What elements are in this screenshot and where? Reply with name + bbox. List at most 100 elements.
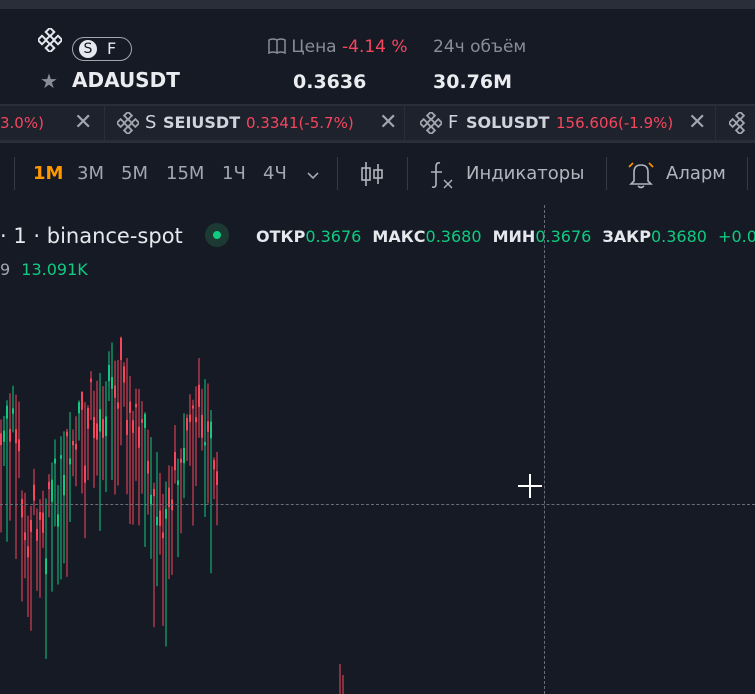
candle-body (144, 414, 146, 428)
symbol-name[interactable]: ADAUSDT (72, 68, 180, 92)
binance-logo-icon (117, 112, 139, 134)
candle-body (36, 528, 38, 541)
tab-prefix: F (448, 112, 459, 133)
high-value: 0.3680 (425, 227, 482, 246)
volume-prefix: 9 (0, 260, 11, 279)
price-label: Цена (291, 37, 337, 57)
candle-body (72, 440, 74, 446)
price-chart[interactable]: · 1 · binance-spot ОТКР0.3676 МАКС0.3680… (0, 205, 755, 694)
candle-body (159, 510, 161, 526)
crosshair-vertical (544, 205, 545, 694)
toolbar-divider (606, 157, 607, 190)
tab-partial[interactable]: 3.0%) ✕ (0, 106, 105, 140)
tab-change: 3.0%) (0, 114, 44, 132)
candle-body (33, 484, 35, 501)
header-divider (0, 104, 755, 106)
candle-body (138, 426, 140, 448)
timeframe-1h[interactable]: 1Ч (222, 163, 246, 184)
spot-badge: S (79, 40, 97, 58)
market-type-badge[interactable]: S F (72, 37, 132, 61)
close-value: 0.3680 (650, 227, 707, 246)
candle-body (42, 512, 44, 533)
chart-toolbar: 1M 3M 5M 15M 1Ч 4Ч Индикаторы Аларм (0, 143, 755, 205)
price-change: -4.14 % (342, 37, 408, 57)
toolbar-divider (337, 157, 338, 190)
timeframe-4h[interactable]: 4Ч (263, 163, 287, 184)
low-label: МИН (492, 227, 536, 246)
candle-body (153, 489, 155, 497)
candle-body (192, 405, 194, 409)
volume-value: 13.091K (21, 260, 88, 279)
candle-body (177, 480, 179, 486)
candle-body (111, 377, 113, 389)
candle-body (69, 458, 71, 465)
candle-body (66, 431, 68, 437)
candle-body (39, 512, 41, 520)
candle-body (90, 378, 92, 383)
candle-body (162, 532, 164, 539)
candle-body (18, 439, 20, 452)
timeframe-5m[interactable]: 5M (121, 163, 148, 184)
futures-badge: F (107, 39, 117, 58)
candle-body (3, 430, 5, 442)
close-label: ЗАКР (602, 227, 651, 246)
low-value: 0.3676 (535, 227, 592, 246)
timeframe-1m[interactable]: 1M (33, 163, 64, 184)
timeframe-3m[interactable]: 3M (77, 163, 104, 184)
candle-body (78, 402, 80, 414)
candle-body (186, 417, 188, 431)
candle-body (60, 455, 62, 459)
candle-body (24, 532, 26, 541)
star-icon[interactable]: ★ (40, 69, 58, 93)
alarm-bell-icon[interactable] (626, 159, 656, 189)
tab-seiusdt[interactable]: S SEIUSDT 0.3341(-5.7%) ✕ (105, 106, 405, 140)
chart-legend-title: · 1 · binance-spot (0, 224, 183, 248)
alarm-button[interactable]: Аларм (666, 163, 726, 184)
price-label-row: Цена -4.14 % (268, 36, 408, 58)
tab-name: SOLUSDT (466, 113, 550, 132)
candle-body (87, 408, 89, 429)
change-value: +0.00 (718, 227, 755, 246)
candle-body (63, 474, 65, 496)
close-icon[interactable]: ✕ (688, 110, 707, 135)
tab-change: 0.3341(-5.7%) (246, 114, 354, 132)
candle-body (0, 433, 2, 446)
book-icon (268, 38, 286, 55)
candle-body (81, 391, 83, 410)
candle-body (45, 558, 47, 575)
timeframe-15m[interactable]: 15M (166, 163, 205, 184)
market-status-dot (205, 223, 229, 247)
tab-name: SEIUSDT (163, 113, 241, 132)
candle-body (108, 365, 110, 382)
candle-body (207, 421, 209, 432)
candle-body (27, 546, 29, 558)
close-icon[interactable]: ✕ (379, 110, 398, 135)
candle-body (213, 459, 215, 470)
candle-body (216, 471, 218, 485)
binance-logo-icon (729, 112, 746, 134)
candle-body (135, 403, 137, 408)
candle-body (21, 498, 23, 518)
function-fx-icon[interactable] (428, 160, 456, 190)
candle-body (201, 414, 203, 438)
binance-logo-icon (420, 112, 442, 134)
toolbar-divider (14, 157, 15, 190)
tab-solusdt[interactable]: F SOLUSDT 156.606(-1.9%) ✕ (410, 106, 716, 140)
tab-change: 156.606(-1.9%) (556, 114, 674, 132)
candle-body (30, 519, 32, 532)
volume-label: 24ч объём (433, 37, 527, 57)
candle-body (96, 423, 98, 440)
close-icon[interactable]: ✕ (74, 110, 93, 135)
candle-body (120, 337, 122, 360)
candle-body (6, 405, 8, 419)
window-top-strip (0, 0, 755, 9)
candlestick-icon[interactable] (360, 160, 384, 188)
symbol-tabs: 3.0%) ✕ S SEIUSDT 0.3341(-5.7%) ✕ (0, 106, 755, 142)
candle-body (93, 416, 95, 439)
indicators-button[interactable]: Индикаторы (466, 163, 585, 184)
chevron-down-icon[interactable] (306, 170, 320, 180)
candle-body (195, 417, 197, 423)
candle-body (210, 421, 212, 439)
crosshair-horizontal (0, 504, 755, 505)
candle-body (123, 366, 125, 383)
